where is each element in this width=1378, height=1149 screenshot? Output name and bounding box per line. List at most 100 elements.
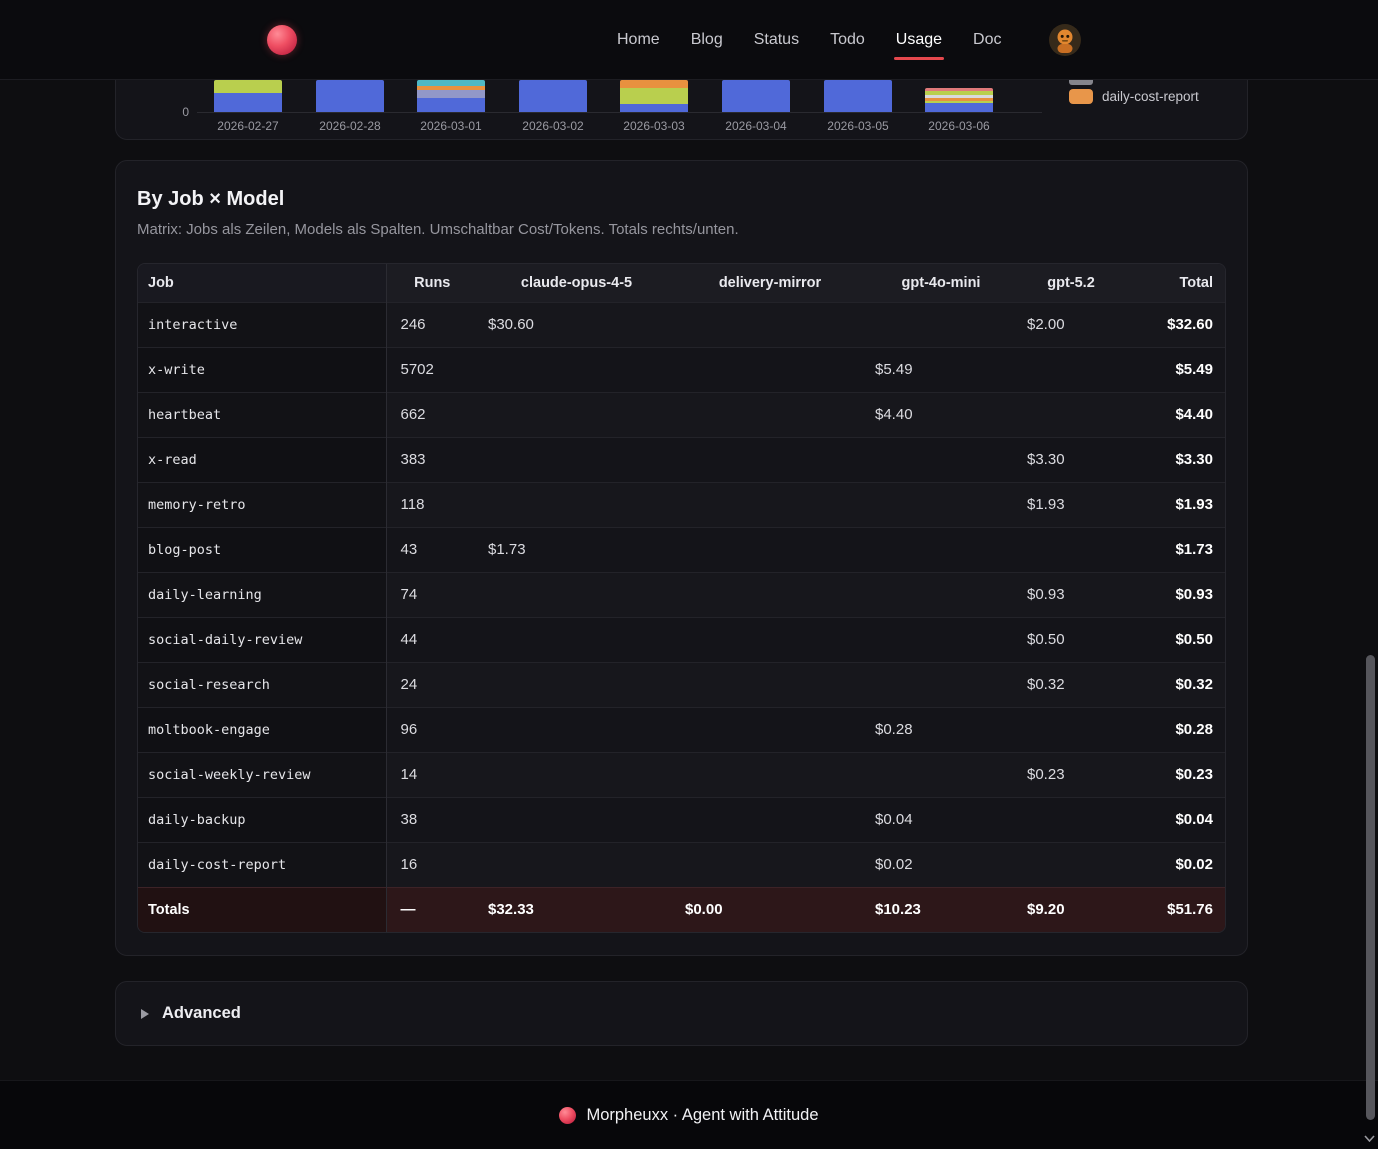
cell-gpt52: $9.20 bbox=[1017, 886, 1125, 932]
cell-gpt4o bbox=[865, 616, 1017, 662]
bar-2026-03-04 bbox=[722, 80, 790, 112]
cell-claude bbox=[478, 481, 675, 527]
cell-gpt52 bbox=[1017, 706, 1125, 752]
footer-text: Morpheuxx · Agent with Attitude bbox=[586, 1105, 819, 1124]
user-avatar[interactable] bbox=[1049, 23, 1082, 56]
x-tick-2026-02-27: 2026-02-27 bbox=[217, 119, 279, 133]
x-tick-2026-03-06: 2026-03-06 bbox=[928, 119, 990, 133]
matrix-table-body: interactive 246 $30.60 $2.00 $32.60 x-write 57… bbox=[138, 301, 1225, 932]
x-tick-2026-03-04: 2026-03-04 bbox=[725, 119, 787, 133]
table-row-social-weekly-review: social-weekly-review 14 $0.23 $0.23 bbox=[138, 751, 1225, 797]
cell-delivery: $0.00 bbox=[675, 886, 865, 932]
cell-gpt52: $2.00 bbox=[1017, 301, 1125, 347]
nav-home[interactable]: Home bbox=[617, 31, 660, 48]
bar-segment bbox=[417, 80, 485, 86]
x-tick-2026-03-05: 2026-03-05 bbox=[827, 119, 889, 133]
cell-delivery bbox=[675, 661, 865, 707]
cell-total: $51.76 bbox=[1125, 886, 1225, 932]
table-row-interactive: interactive 246 $30.60 $2.00 $32.60 bbox=[138, 301, 1225, 347]
column-header-gpt-5.2: gpt-5.2 bbox=[1017, 264, 1125, 302]
cell-delivery bbox=[675, 616, 865, 662]
cell-delivery bbox=[675, 346, 865, 392]
bar-2026-03-05 bbox=[824, 80, 892, 112]
scrollbar-thumb[interactable] bbox=[1366, 655, 1375, 1120]
cell-delivery bbox=[675, 796, 865, 842]
bar-2026-02-27 bbox=[214, 80, 282, 112]
cell-job: Totals bbox=[138, 886, 387, 932]
cell-total: $0.23 bbox=[1125, 751, 1225, 797]
cell-delivery bbox=[675, 841, 865, 887]
card-subtitle: Matrix: Jobs als Zeilen, Models als Spal… bbox=[137, 221, 739, 238]
x-tick-2026-03-02: 2026-03-02 bbox=[522, 119, 584, 133]
bar-segment bbox=[620, 80, 688, 88]
advanced-toggle[interactable]: Advanced bbox=[115, 981, 1248, 1046]
totals-row: Totals — $32.33 $0.00 $10.23 $9.20 $51.76 bbox=[138, 886, 1225, 932]
cell-gpt4o bbox=[865, 481, 1017, 527]
job-model-matrix-card: By Job × Model Matrix: Jobs als Zeilen, … bbox=[115, 160, 1248, 956]
y-axis-tick-zero: 0 bbox=[182, 105, 189, 119]
cell-delivery bbox=[675, 706, 865, 752]
cell-gpt52: $0.32 bbox=[1017, 661, 1125, 707]
bar-segment bbox=[925, 101, 993, 103]
cell-total: $0.93 bbox=[1125, 571, 1225, 617]
footer: Morpheuxx · Agent with Attitude bbox=[0, 1080, 1378, 1149]
cell-gpt4o bbox=[865, 436, 1017, 482]
avatar-image bbox=[1049, 23, 1082, 56]
cell-delivery bbox=[675, 391, 865, 437]
cell-runs: 44 bbox=[386, 616, 478, 662]
legend-item-daily-cost-report: daily-cost-report bbox=[1069, 89, 1245, 104]
legend-swatch bbox=[1069, 89, 1093, 104]
nav-doc[interactable]: Doc bbox=[973, 31, 1002, 48]
x-tick-2026-03-01: 2026-03-01 bbox=[420, 119, 482, 133]
cell-runs: 24 bbox=[386, 661, 478, 707]
bar-segment bbox=[925, 88, 993, 91]
table-row-heartbeat: heartbeat 662 $4.40 $4.40 bbox=[138, 391, 1225, 437]
cell-gpt4o: $5.49 bbox=[865, 346, 1017, 392]
cell-job: daily-backup bbox=[138, 796, 387, 842]
cell-runs: 5702 bbox=[386, 346, 478, 392]
column-header-gpt-4o-mini: gpt-4o-mini bbox=[865, 264, 1017, 302]
nav-todo[interactable]: Todo bbox=[830, 31, 865, 48]
cell-total: $3.30 bbox=[1125, 436, 1225, 482]
cell-gpt52 bbox=[1017, 526, 1125, 572]
bar-2026-03-01 bbox=[417, 80, 485, 112]
nav-usage[interactable]: Usage bbox=[893, 31, 945, 60]
cell-runs: 118 bbox=[386, 481, 478, 527]
cell-gpt4o bbox=[865, 751, 1017, 797]
cell-claude bbox=[478, 796, 675, 842]
cell-delivery bbox=[675, 526, 865, 572]
bar-2026-03-03 bbox=[620, 80, 688, 112]
cell-claude: $30.60 bbox=[478, 301, 675, 347]
cell-claude bbox=[478, 571, 675, 617]
bar-2026-03-06 bbox=[925, 88, 993, 112]
column-header-total: Total bbox=[1125, 264, 1225, 302]
bar-segment bbox=[214, 80, 282, 93]
cell-runs: — bbox=[386, 886, 478, 932]
cell-claude bbox=[478, 706, 675, 752]
cell-total: $5.49 bbox=[1125, 346, 1225, 392]
cell-gpt4o: $0.04 bbox=[865, 796, 1017, 842]
cell-total: $4.40 bbox=[1125, 391, 1225, 437]
cell-total: $0.28 bbox=[1125, 706, 1225, 752]
nav-status[interactable]: Status bbox=[753, 31, 800, 48]
table-row-blog-post: blog-post 43 $1.73 $1.73 bbox=[138, 526, 1225, 572]
bar-segment bbox=[519, 80, 587, 112]
bar-segment bbox=[620, 88, 688, 104]
bar-segment bbox=[925, 98, 993, 101]
cell-job: x-write bbox=[138, 346, 387, 392]
cell-job: social-weekly-review bbox=[138, 751, 387, 797]
footer-logo-dot bbox=[559, 1106, 577, 1124]
nav-blog[interactable]: Blog bbox=[690, 31, 723, 48]
scroll-down-button[interactable] bbox=[1362, 1131, 1377, 1146]
column-header-runs: Runs bbox=[386, 264, 478, 302]
cell-delivery bbox=[675, 301, 865, 347]
bar-segment bbox=[417, 98, 485, 112]
bar-2026-02-28 bbox=[316, 80, 384, 112]
cell-job: social-research bbox=[138, 661, 387, 707]
table-row-social-daily-review: social-daily-review 44 $0.50 $0.50 bbox=[138, 616, 1225, 662]
site-logo[interactable] bbox=[267, 24, 297, 55]
cell-gpt4o bbox=[865, 526, 1017, 572]
cell-gpt52: $1.93 bbox=[1017, 481, 1125, 527]
bar-segment bbox=[417, 90, 485, 98]
cell-gpt52 bbox=[1017, 346, 1125, 392]
